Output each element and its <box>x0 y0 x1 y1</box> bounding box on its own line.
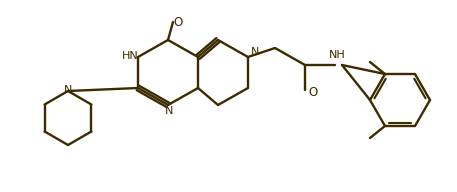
Text: N: N <box>64 85 72 95</box>
Text: HN: HN <box>122 51 138 61</box>
Text: NH: NH <box>329 50 345 60</box>
Text: N: N <box>165 106 173 116</box>
Text: O: O <box>308 85 318 98</box>
Text: N: N <box>251 47 259 57</box>
Text: O: O <box>173 16 183 28</box>
